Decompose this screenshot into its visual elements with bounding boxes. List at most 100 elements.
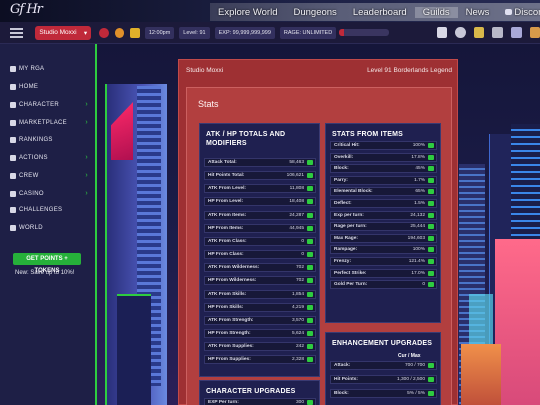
sidebar-item-my-rga[interactable]: MY RGA — [10, 66, 92, 72]
cyan-building — [469, 294, 493, 344]
upgrade-icon[interactable] — [307, 357, 313, 363]
item-stat-row: Rampage: 100% — [330, 245, 437, 255]
upgrade-icon[interactable] — [307, 252, 313, 258]
upgrade-icon[interactable] — [307, 160, 313, 165]
nav-guilds[interactable]: Guilds — [414, 6, 458, 18]
upgrade-icon[interactable] — [428, 235, 434, 241]
items-stats-title: STATS FROM ITEMS — [332, 131, 403, 138]
upgrade-icon[interactable] — [307, 199, 313, 205]
atk-hp-stat-label: Hit Points Total: — [208, 173, 245, 179]
upgrade-icon[interactable] — [307, 212, 313, 218]
sidebar-item-crew[interactable]: CREW › — [10, 172, 92, 179]
skull-icon[interactable] — [455, 27, 466, 38]
atk-hp-stat-value: 5,624 — [291, 330, 304, 336]
scroll-icon[interactable] — [529, 27, 540, 38]
upgrade-icon[interactable] — [307, 238, 313, 244]
nav-explore-world[interactable]: Explore World — [218, 6, 278, 18]
upgrade-icon[interactable] — [428, 363, 434, 368]
upgrade-icon[interactable] — [428, 391, 434, 396]
item-stat-value: 65% — [415, 189, 425, 195]
upgrade-icon[interactable] — [307, 278, 313, 284]
upgrade-icon[interactable] — [307, 186, 313, 192]
upgrade-icon[interactable] — [428, 154, 434, 160]
nav-leaderboard[interactable]: Leaderboard — [352, 6, 407, 18]
atk-hp-stat-value: 702 — [295, 265, 304, 271]
game-logo[interactable]: Gf Hr — [10, 2, 43, 17]
upgrade-icon[interactable] — [307, 400, 313, 405]
crown-icon[interactable] — [130, 27, 140, 38]
upgrade-icon[interactable] — [428, 201, 434, 206]
nav-discord[interactable]: Discord — [497, 7, 540, 18]
atk-hp-stat-row: ATK From Strength: 3,570 — [204, 315, 316, 325]
nav-news[interactable]: News — [465, 6, 490, 18]
atk-hp-stat-value: 702 — [295, 278, 304, 284]
bars-icon — [10, 66, 16, 72]
item-stat-label: Elemental Block: — [334, 189, 373, 195]
upgrade-icon[interactable] — [428, 377, 434, 382]
item-stat-row: Overkill: 17.8% — [330, 152, 437, 162]
fire-icon[interactable] — [114, 27, 125, 38]
atk-hp-stat-row: HP From Items: 44,945 — [204, 223, 316, 233]
sidebar-item-character[interactable]: CHARACTER › — [10, 101, 92, 108]
nav-dungeons[interactable]: Dungeons — [293, 6, 337, 18]
item-stat-row: Elemental Block: 65% — [330, 187, 437, 197]
upgrade-icon[interactable] — [307, 225, 313, 231]
upgrade-icon[interactable] — [307, 344, 313, 350]
item-stat-label: Exp per turn: — [334, 212, 364, 218]
upgrade-icon[interactable] — [428, 247, 434, 253]
item-stat-label: Frenzy: — [334, 259, 352, 264]
atk-hp-stat-value: 44,945 — [289, 225, 304, 231]
upgrade-icon[interactable] — [307, 291, 313, 297]
get-points-button[interactable]: GET POINTS + TOKENS — [13, 253, 81, 274]
red-orb-icon[interactable] — [99, 27, 109, 38]
item-stat-row: Deflect: 1.5% — [330, 199, 437, 208]
atk-hp-stat-row: ATK From Wilderness: 702 — [204, 263, 316, 273]
profile-card-icon[interactable] — [436, 27, 448, 38]
trophy-icon[interactable] — [473, 27, 485, 38]
atk-hp-stat-label: HP From Strength: — [208, 330, 251, 336]
upgrade-icon[interactable] — [307, 330, 313, 336]
item-stat-value: 17.0% — [411, 270, 425, 276]
rage-display: RAGE: UNLIMITED — [279, 26, 337, 39]
atk-hp-stat-label: HP From Class: — [208, 252, 244, 258]
atk-hp-stat-label: ATK From Wilderness: — [208, 265, 260, 271]
character-select[interactable]: Studio Moxxi ▾ — [35, 25, 92, 40]
item-stat-label: Parry: — [334, 177, 348, 183]
upgrade-icon[interactable] — [428, 224, 434, 230]
item-stat-value: 1.7% — [414, 177, 425, 183]
sidebar-item-casino[interactable]: CASINO › — [10, 190, 92, 197]
atk-hp-stat-row: HP From Strength: 5,624 — [204, 328, 316, 338]
upgrade-icon[interactable] — [307, 265, 313, 271]
upgrade-icon[interactable] — [428, 177, 434, 183]
upgrade-icon[interactable] — [307, 317, 313, 323]
atk-hp-stat-label: ATK From Class: — [208, 238, 247, 244]
sidebar-item-challenges[interactable]: CHALLENGES — [10, 207, 92, 213]
upgrade-icon[interactable] — [428, 259, 434, 264]
enhancement-label: Attack: — [334, 363, 351, 368]
item-stat-row: Gold Per Turn: 0 — [330, 280, 437, 290]
sidebar-item-marketplace[interactable]: MARKETPLACE › — [10, 119, 92, 126]
upgrade-icon[interactable] — [307, 304, 313, 310]
menu-icon[interactable] — [10, 26, 24, 40]
sidebar-item-rankings[interactable]: RANKINGS — [10, 137, 92, 143]
character-upgrade-row: EXP Per turn: 300 — [204, 398, 316, 405]
sidebar-item-home[interactable]: HOME — [10, 84, 92, 90]
upgrade-icon[interactable] — [428, 282, 434, 288]
badge-icon[interactable] — [510, 27, 522, 38]
knight-icon[interactable] — [492, 27, 503, 38]
item-stat-row: Exp per turn: 24,132 — [330, 210, 437, 220]
upgrade-icon[interactable] — [428, 166, 434, 172]
item-stat-row: Frenzy: 121.4% — [330, 257, 437, 266]
upgrade-icon[interactable] — [428, 189, 434, 195]
atk-hp-stat-label: ATK From Strength: — [208, 317, 254, 323]
atk-hp-stat-row: HP From Level: 18,408 — [204, 197, 316, 207]
upgrade-icon[interactable] — [428, 212, 434, 218]
upgrade-icon[interactable] — [428, 143, 434, 148]
sidebar-item-actions[interactable]: ACTIONS › — [10, 154, 92, 161]
sidebar-item-world[interactable]: WORLD — [10, 225, 92, 231]
upgrade-icon[interactable] — [428, 270, 434, 276]
item-stat-row: Max Rage: 194,603 — [330, 233, 437, 243]
upgrade-icon[interactable] — [307, 173, 313, 179]
enhancement-title: ENHANCEMENT UPGRADES — [332, 340, 433, 347]
item-stat-label: Critical Hit: — [334, 143, 360, 148]
